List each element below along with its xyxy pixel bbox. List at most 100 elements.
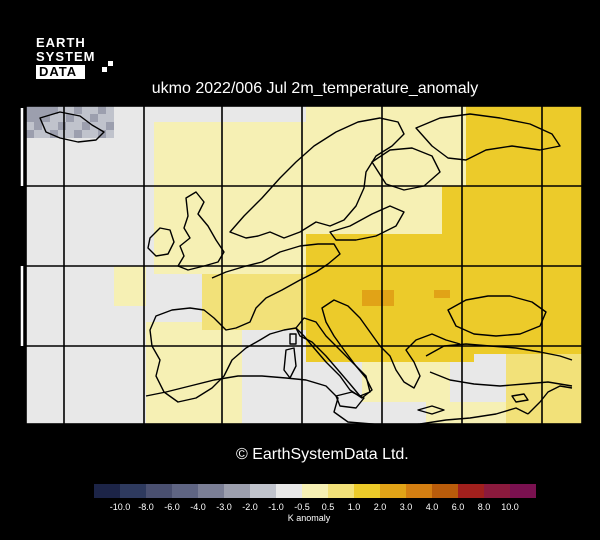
anomaly-grid-cell [170, 202, 178, 210]
anomaly-grid-cell [314, 298, 322, 306]
anomaly-grid-cell [482, 370, 490, 378]
anomaly-grid-cell [442, 234, 450, 242]
anomaly-grid-cell [290, 354, 298, 362]
anomaly-grid-cell [386, 290, 394, 298]
anomaly-grid-cell [418, 418, 426, 424]
anomaly-grid-cell [282, 410, 290, 418]
anomaly-grid-cell [578, 394, 582, 402]
anomaly-grid-cell [130, 346, 138, 354]
anomaly-grid-cell [490, 138, 498, 146]
anomaly-grid-cell [554, 250, 562, 258]
anomaly-grid-cell [418, 290, 426, 298]
anomaly-grid-cell [74, 282, 82, 290]
anomaly-grid-cell [402, 218, 410, 226]
anomaly-grid-cell [578, 362, 582, 370]
anomaly-grid-cell [122, 242, 130, 250]
anomaly-grid-cell [234, 346, 242, 354]
anomaly-grid-cell [514, 154, 522, 162]
anomaly-grid-cell [314, 242, 322, 250]
anomaly-grid-cell [234, 194, 242, 202]
anomaly-grid-cell [482, 258, 490, 266]
anomaly-grid-cell [442, 106, 450, 114]
anomaly-grid-cell [330, 394, 338, 402]
anomaly-grid-cell [146, 378, 154, 386]
anomaly-grid-cell [122, 362, 130, 370]
anomaly-grid-cell [74, 178, 82, 186]
anomaly-grid-cell [82, 354, 90, 362]
anomaly-grid-cell [242, 410, 250, 418]
anomaly-grid-cell [482, 218, 490, 226]
anomaly-grid-cell [578, 338, 582, 346]
anomaly-grid-cell [426, 114, 434, 122]
anomaly-grid-cell [554, 210, 562, 218]
anomaly-grid-cell [242, 290, 250, 298]
anomaly-grid-cell [146, 202, 154, 210]
anomaly-grid-cell [530, 290, 538, 298]
anomaly-grid-cell [122, 418, 130, 424]
anomaly-grid-cell [250, 130, 258, 138]
anomaly-grid-cell [386, 282, 394, 290]
anomaly-grid-cell [442, 378, 450, 386]
anomaly-grid-cell [562, 266, 570, 274]
anomaly-grid-cell [162, 186, 170, 194]
colorbar-swatch [198, 484, 224, 498]
anomaly-grid-cell [26, 138, 34, 146]
anomaly-grid-cell [546, 194, 554, 202]
anomaly-grid-cell [306, 338, 314, 346]
anomaly-grid-cell [114, 138, 122, 146]
anomaly-grid-cell [138, 202, 146, 210]
anomaly-grid-cell [490, 298, 498, 306]
anomaly-grid-cell [338, 306, 346, 314]
anomaly-grid-cell [146, 194, 154, 202]
anomaly-grid-cell [410, 346, 418, 354]
anomaly-grid-cell [354, 322, 362, 330]
anomaly-grid-cell [162, 314, 170, 322]
anomaly-grid-cell [362, 114, 370, 122]
anomaly-grid-cell [290, 370, 298, 378]
anomaly-grid-cell [258, 154, 266, 162]
anomaly-grid-cell [202, 146, 210, 154]
anomaly-grid-cell [274, 354, 282, 362]
anomaly-grid-cell [306, 234, 314, 242]
anomaly-grid-cell [74, 378, 82, 386]
anomaly-grid-cell [330, 290, 338, 298]
anomaly-grid-cell [82, 314, 90, 322]
anomaly-grid-cell [26, 386, 34, 394]
anomaly-grid-cell [386, 346, 394, 354]
anomaly-grid-cell [410, 322, 418, 330]
anomaly-grid-cell [266, 418, 274, 424]
anomaly-grid-cell [426, 122, 434, 130]
anomaly-grid-cell [234, 242, 242, 250]
anomaly-grid-cell [554, 186, 562, 194]
anomaly-grid-cell [90, 130, 98, 138]
anomaly-grid-cell [50, 306, 58, 314]
anomaly-grid-cell [170, 378, 178, 386]
anomaly-grid-cell [210, 298, 218, 306]
anomaly-grid-cell [554, 314, 562, 322]
anomaly-grid-cell [114, 290, 122, 298]
anomaly-grid-cell [58, 322, 66, 330]
anomaly-grid-cell [330, 274, 338, 282]
anomaly-grid-cell [66, 250, 74, 258]
anomaly-grid-cell [490, 418, 498, 424]
anomaly-grid-cell [138, 250, 146, 258]
anomaly-grid-cell [50, 106, 58, 114]
anomaly-grid-cell [66, 106, 74, 114]
anomaly-grid-cell [330, 346, 338, 354]
anomaly-grid-cell [570, 338, 578, 346]
anomaly-grid-cell [74, 146, 82, 154]
anomaly-grid-cell [186, 250, 194, 258]
anomaly-grid-cell [26, 362, 34, 370]
anomaly-grid-cell [226, 210, 234, 218]
anomaly-grid-cell [514, 410, 522, 418]
anomaly-grid-cell [170, 154, 178, 162]
anomaly-grid-cell [514, 234, 522, 242]
anomaly-grid-cell [330, 322, 338, 330]
anomaly-grid-cell [290, 162, 298, 170]
anomaly-grid-cell [146, 186, 154, 194]
anomaly-grid-cell [450, 202, 458, 210]
anomaly-grid-cell [146, 338, 154, 346]
anomaly-grid-cell [106, 258, 114, 266]
anomaly-grid-cell [338, 330, 346, 338]
anomaly-grid-cell [474, 202, 482, 210]
